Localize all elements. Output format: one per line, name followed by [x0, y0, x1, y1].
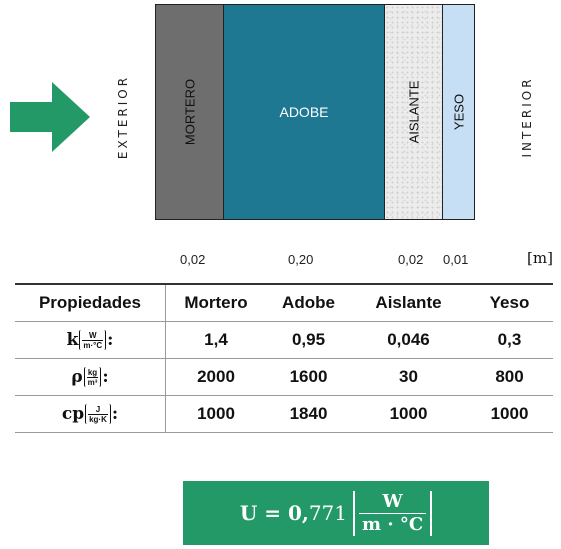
layer-aislante: AISLANTE	[385, 5, 443, 219]
heat-flow-arrow-icon	[10, 82, 90, 152]
exterior-label: EXTERIOR	[116, 74, 130, 160]
cell-value: 800	[466, 358, 553, 396]
table-row: ρ kg m³: 2000 1600 30 800	[15, 358, 553, 396]
cell-value: 1840	[266, 395, 351, 433]
cell-value: 1,4	[165, 321, 266, 359]
cell-value: 1600	[266, 358, 351, 396]
header-mortero: Mortero	[165, 283, 266, 322]
properties-table: Propiedades Mortero Adobe Aislante Yeso …	[15, 283, 553, 433]
thickness-aislante: 0,02	[398, 252, 424, 267]
header-propiedades: Propiedades	[15, 283, 166, 322]
layer-mortero-label: MORTERO	[182, 78, 197, 146]
layer-adobe-label: ADOBE	[279, 104, 329, 120]
cell-value: 1000	[351, 395, 466, 433]
thickness-yeso: 0,01	[443, 252, 469, 267]
cell-value: 0,3	[466, 321, 553, 359]
u-value-number: 771	[308, 501, 348, 525]
table-header-row: Propiedades Mortero Adobe Aislante Yeso	[15, 283, 553, 322]
interior-label: INTERIOR	[520, 76, 534, 158]
thickness-mortero: 0,02	[180, 252, 206, 267]
cell-value: 1000	[466, 395, 553, 433]
layer-yeso: YESO	[443, 5, 474, 219]
header-aislante: Aislante	[351, 283, 466, 322]
cell-value: 0,046	[351, 321, 466, 359]
layer-adobe: ADOBE	[224, 5, 385, 219]
header-yeso: Yeso	[466, 283, 553, 322]
layer-yeso-label: YESO	[451, 93, 466, 131]
u-value-lhs: U = 0,	[239, 501, 309, 525]
header-adobe: Adobe	[266, 283, 351, 322]
wall-section: MORTERO ADOBE AISLANTE YESO	[155, 4, 475, 220]
row-label-rho: ρ kg m³:	[15, 358, 166, 396]
cell-value: 30	[351, 358, 466, 396]
thickness-adobe: 0,20	[288, 252, 314, 267]
cell-value: 2000	[165, 358, 266, 396]
layer-aislante-label: AISLANTE	[406, 80, 421, 144]
cell-value: 1000	[165, 395, 266, 433]
thickness-unit: [m]	[527, 249, 553, 267]
cell-value: 0,95	[266, 321, 351, 359]
layer-mortero: MORTERO	[156, 5, 224, 219]
